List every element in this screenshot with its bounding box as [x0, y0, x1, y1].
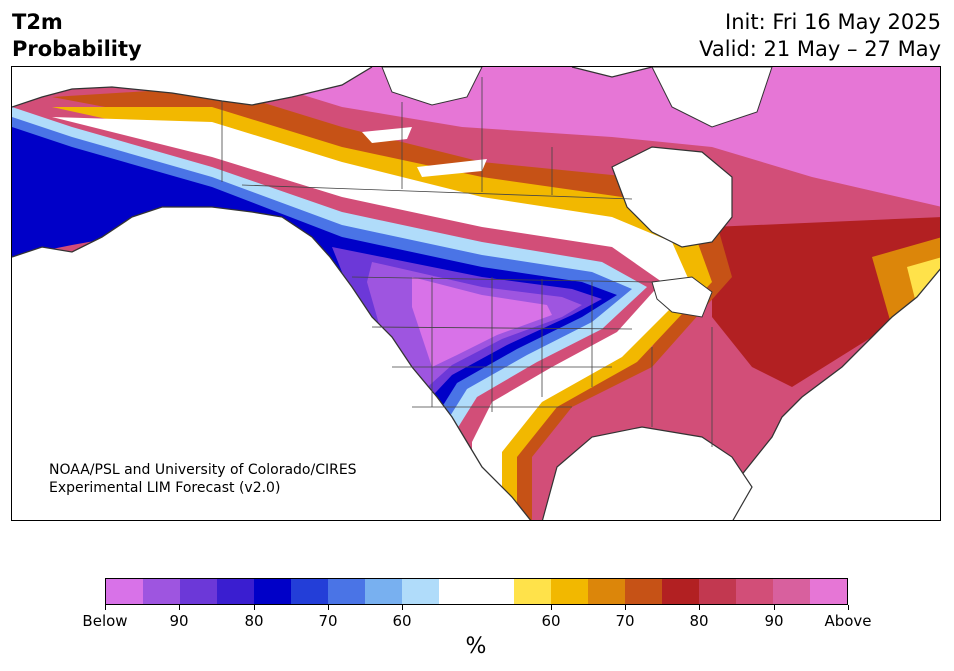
colorbar-segment-14	[624, 579, 662, 604]
credit-line-2: Experimental LIM Forecast (v2.0)	[49, 480, 281, 496]
colorbar-segment-8	[402, 579, 440, 604]
colorbar-segment-6	[328, 579, 366, 604]
colorbar-segment-19	[809, 579, 847, 604]
chart-title: T2m Probability	[12, 9, 142, 63]
colorbar-segment-9	[439, 579, 477, 604]
colorbar-tickmark	[551, 605, 552, 610]
colorbar-tick-label: Below	[82, 612, 128, 630]
great-bear-lake	[362, 127, 412, 143]
credit-text: NOAA/PSL and University of Colorado/CIRE…	[49, 461, 357, 497]
credit-line-1: NOAA/PSL and University of Colorado/CIRE…	[49, 462, 357, 478]
colorbar-segment-7	[365, 579, 403, 604]
colorbar-segment-4	[254, 579, 292, 604]
init-date: Init: Fri 16 May 2025	[725, 10, 941, 34]
variable-label: T2m	[12, 10, 63, 34]
colorbar-segment-5	[291, 579, 329, 604]
colorbar-tick-label: 70	[318, 612, 338, 630]
colorbar	[105, 578, 848, 605]
valid-range: Valid: 21 May – 27 May	[699, 37, 941, 61]
colorbar-tick-label: 80	[689, 612, 709, 630]
colorbar-segment-18	[772, 579, 810, 604]
colorbar-segment-15	[661, 579, 699, 604]
gulf-of-mexico	[541, 426, 753, 520]
colorbar-tickmark	[402, 605, 403, 610]
colorbar-segment-17	[735, 579, 773, 604]
colorbar-tickmark	[105, 605, 106, 610]
great-slave-lake	[417, 159, 487, 177]
field-label: Probability	[12, 37, 142, 61]
coastline	[12, 67, 940, 520]
date-info: Init: Fri 16 May 2025 Valid: 21 May – 27…	[699, 9, 941, 63]
map-canvas	[12, 67, 940, 520]
colorbar-segment-2	[180, 579, 218, 604]
arctic-island-east	[651, 67, 773, 128]
colorbar-segment-13	[587, 579, 625, 604]
colorbar-tick-label: 60	[392, 612, 412, 630]
colorbar-tickmark	[328, 605, 329, 610]
hudson-bay	[611, 146, 733, 248]
colorbar-tickmark	[254, 605, 255, 610]
colorbar-segment-10	[476, 579, 514, 604]
colorbar-segment-16	[698, 579, 736, 604]
colorbar-segment-1	[143, 579, 181, 604]
colorbar-tickmark	[179, 605, 180, 610]
probability-map[interactable]	[11, 66, 941, 521]
colorbar-tickmark	[848, 605, 849, 610]
colorbar-segment-11	[513, 579, 551, 604]
colorbar-tick-label: 90	[764, 612, 784, 630]
colorbar-tick-label: 70	[615, 612, 635, 630]
colorbar-tick-label: Above	[824, 612, 872, 630]
colorbar-tickmark	[625, 605, 626, 610]
colorbar-tick-label: 80	[244, 612, 264, 630]
colorbar-segment-0	[106, 579, 144, 604]
arctic-island	[381, 67, 483, 106]
colorbar-segment-12	[550, 579, 588, 604]
colorbar-segment-3	[217, 579, 255, 604]
colorbar-tickmark	[774, 605, 775, 610]
political-borders	[221, 77, 713, 447]
colorbar-tick-label: 90	[169, 612, 189, 630]
great-lakes	[651, 276, 713, 318]
colorbar-tick-label: 60	[541, 612, 561, 630]
colorbar-unit: %	[465, 634, 487, 659]
colorbar-tickmark	[699, 605, 700, 610]
